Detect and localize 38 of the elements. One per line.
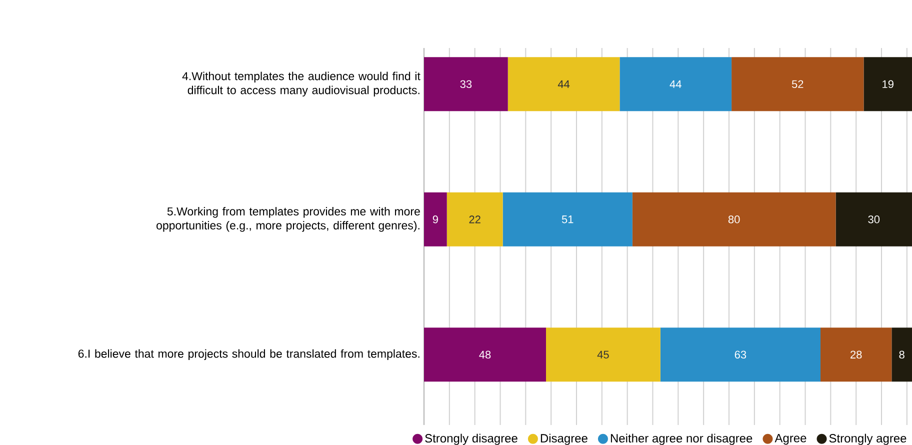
bar: [508, 57, 620, 112]
bar: [892, 328, 912, 382]
legend-label: Neither agree nor disagree: [610, 434, 752, 445]
legend-label: Agree: [774, 434, 806, 445]
y-tick-label: 6.I believe that more projects should be translated from templates.: [78, 349, 420, 360]
bar: [446, 192, 503, 246]
y-tick-label: 5.Working from templates provides me with more opportunities (e.g., more projects, different genres).: [156, 207, 420, 232]
data-label: 63: [734, 350, 746, 359]
data-label: 51: [562, 216, 574, 224]
data-label: 8: [899, 350, 904, 359]
data-label: 52: [792, 80, 804, 88]
bar: [546, 328, 660, 382]
bar: [732, 57, 864, 112]
legend-label: Disagree: [540, 434, 588, 445]
bar: [836, 192, 912, 246]
legend-label: Strongly agree: [829, 434, 906, 445]
data-label: 33: [460, 80, 472, 88]
data-label: 30: [868, 216, 880, 224]
data-label: 44: [670, 80, 682, 88]
data-label: 22: [469, 216, 480, 224]
bar: [620, 57, 732, 112]
bar: [502, 192, 632, 246]
data-label: 19: [882, 80, 894, 88]
data-label: 48: [479, 350, 491, 359]
data-label: 80: [728, 216, 740, 224]
data-label: 45: [597, 350, 609, 358]
bar: [864, 57, 912, 112]
bar: [424, 57, 508, 112]
data-label: 44: [558, 80, 570, 88]
bar: [820, 328, 892, 382]
y-tick-label: 4.Without templates the audience would find it difficult to access many audiovisual products.: [182, 72, 420, 96]
data-label: 28: [850, 350, 862, 359]
bar: [660, 328, 820, 382]
data-label: 9: [432, 216, 438, 224]
bar: [424, 192, 447, 246]
bar: [424, 328, 546, 382]
legend-label: Strongly disagree: [425, 434, 518, 445]
bar: [632, 192, 836, 246]
